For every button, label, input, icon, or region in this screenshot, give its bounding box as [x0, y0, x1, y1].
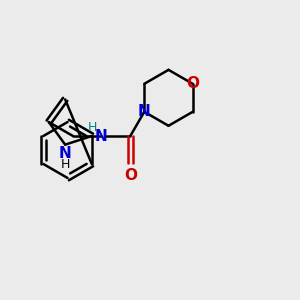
Text: N: N	[138, 104, 151, 119]
Text: O: O	[186, 76, 199, 91]
Text: H: H	[61, 158, 70, 171]
Text: O: O	[124, 168, 137, 183]
Text: N: N	[59, 146, 72, 161]
Text: N: N	[94, 128, 107, 143]
Text: H: H	[88, 121, 98, 134]
